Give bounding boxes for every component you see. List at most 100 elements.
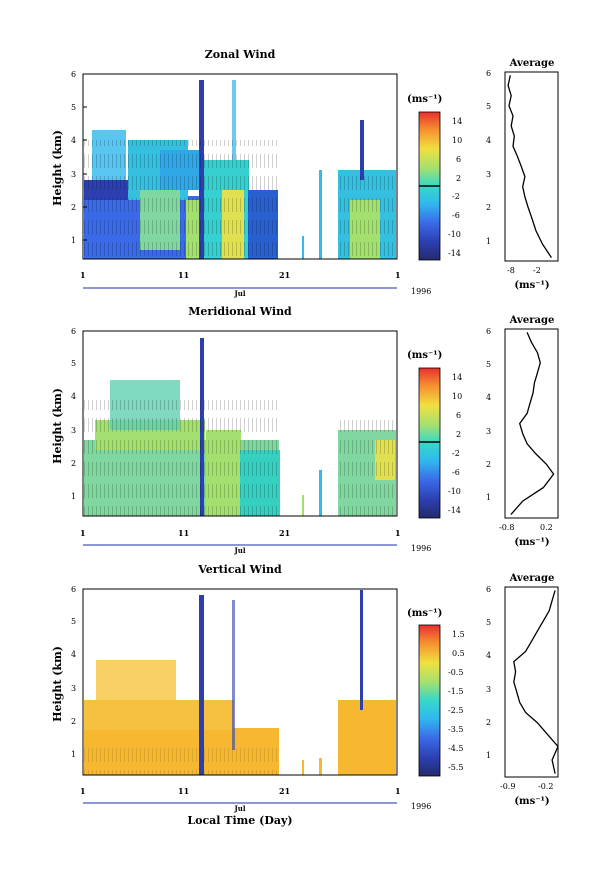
- y-tick-label: 6: [71, 70, 76, 79]
- y-tick-label: 2: [486, 460, 491, 469]
- average-zonal: Average 1 2 3 4 5 6 -8 -2 (ms⁻¹): [486, 58, 559, 291]
- y-tick-label: 4: [71, 650, 76, 659]
- colorbar-tick: 1.5: [452, 630, 465, 639]
- y-tick-label: 5: [486, 102, 491, 111]
- x-tick-label: 21: [279, 786, 290, 796]
- y-tick-label: 6: [486, 327, 491, 336]
- x-tick-label: 1: [80, 270, 86, 280]
- colorbar-tick: 14: [452, 373, 462, 382]
- y-tick-label: 1: [486, 237, 491, 246]
- x-tick-label: -0.2: [538, 782, 553, 791]
- y-tick-label: 2: [71, 459, 76, 468]
- colorbar-tick: -5.5: [448, 763, 463, 772]
- y-tick-label: 3: [486, 427, 491, 436]
- y-tick-label: 1: [71, 236, 76, 245]
- y-tick-label: 2: [71, 717, 76, 726]
- colorbar-meridional: (ms⁻¹) 14 10 6 2 -2 -6 -10 -14: [407, 350, 462, 519]
- average-vertical: Average 1 2 3 4 5 6 -0.9 -0.2 (ms⁻¹): [486, 573, 559, 807]
- x-tick-label: 1: [395, 786, 401, 796]
- heatmap-plot-vertical: [82, 588, 398, 776]
- average-meridional: Average 1 2 3 4 5 6 -0.8 0.2 (ms⁻¹): [486, 315, 559, 548]
- month-label: Jul: [233, 804, 245, 813]
- panel-meridional: Meridional Wind Height (km) 1 2 3 4 5 6: [51, 305, 559, 555]
- colorbar-tick: -10: [448, 487, 461, 496]
- colorbar-tick: 10: [452, 136, 462, 145]
- x-tick-label: 0.2: [540, 523, 553, 532]
- colorbar-tick: -6: [452, 211, 460, 220]
- heatmap-plot-zonal: [82, 73, 398, 260]
- panel-vertical: Vertical Wind Height (km) 1 2 3 4 5 6 1: [51, 563, 559, 827]
- y-tick-label: 2: [486, 203, 491, 212]
- y-tick-label: 5: [486, 360, 491, 369]
- colorbar-tick: -2: [452, 192, 460, 201]
- colorbar-tick: -10: [448, 230, 461, 239]
- colorbar-zonal: (ms⁻¹) 14 10 6 2 -2 -6 -10 -14: [407, 94, 462, 261]
- x-tick-label: 1: [395, 270, 401, 280]
- panel-title: Meridional Wind: [188, 305, 292, 318]
- y-ticks: 1 2 3 4 5 6: [71, 70, 87, 245]
- y-tick-label: 3: [71, 426, 76, 435]
- x-ticks: 1 11 21 1 Jul 1996: [80, 270, 431, 298]
- profile-line: [507, 75, 552, 258]
- average-profile-meridional: [510, 332, 555, 516]
- month-label: Jul: [233, 289, 245, 298]
- colorbar-tick: -2: [452, 449, 460, 458]
- y-tick-label: 5: [71, 103, 76, 112]
- x-ticks: 1 11 21 1 Jul 1996 Local Time (Day): [80, 786, 431, 827]
- y-axis-label: Height (km): [51, 646, 64, 722]
- x-tick-label: -0.8: [499, 523, 514, 532]
- colorbar-tick: 2: [456, 174, 461, 183]
- x-tick-label: 1: [80, 786, 86, 796]
- avg-unit: (ms⁻¹): [514, 280, 549, 291]
- colorbar-unit: (ms⁻¹): [407, 350, 442, 361]
- colorbar-tick: 0.5: [452, 649, 465, 658]
- panel-title: Vertical Wind: [197, 563, 282, 576]
- y-tick-label: 3: [486, 170, 491, 179]
- y-tick-label: 5: [486, 618, 491, 627]
- y-ticks: 1 2 3 4 5 6: [71, 327, 76, 501]
- colorbar-tick: -0.5: [448, 668, 463, 677]
- y-tick-label: 1: [486, 751, 491, 760]
- y-tick-label: 5: [71, 359, 76, 368]
- x-tick-label: 21: [279, 528, 290, 538]
- heatmap-plot-meridional: [82, 330, 398, 517]
- y-tick-label: 2: [486, 718, 491, 727]
- colorbar-unit: (ms⁻¹): [407, 94, 442, 105]
- colorbar-tick: -14: [448, 506, 461, 515]
- avg-title: Average: [509, 58, 555, 69]
- y-tick-label: 6: [71, 327, 76, 336]
- avg-unit: (ms⁻¹): [514, 796, 549, 807]
- colorbar-tick: -3.5: [448, 725, 463, 734]
- x-tick-label: 1: [80, 528, 86, 538]
- y-tick-label: 4: [486, 136, 491, 145]
- x-tick-label: 11: [178, 786, 189, 796]
- panel-zonal: Zonal Wind Height (km) 1: [51, 48, 559, 298]
- average-profile-vertical: [513, 590, 559, 774]
- x-axis-title: Local Time (Day): [187, 814, 292, 827]
- year-label: 1996: [411, 544, 431, 553]
- profile-line: [510, 332, 555, 516]
- colorbar-tick: -6: [452, 468, 460, 477]
- colorbar-tick: -4.5: [448, 744, 463, 753]
- year-label: 1996: [411, 287, 431, 296]
- x-tick-label: 1: [395, 528, 401, 538]
- colorbar-tick: 10: [452, 392, 462, 401]
- y-tick-label: 1: [71, 750, 76, 759]
- y-tick-label: 4: [71, 392, 76, 401]
- x-tick-label: -0.9: [500, 782, 515, 791]
- colorbar-tick: 6: [456, 155, 461, 164]
- y-ticks: 1 2 3 4 5 6: [71, 585, 76, 759]
- colorbar-tick: -14: [448, 249, 461, 258]
- x-tick-label: 11: [178, 270, 189, 280]
- y-axis-label: Height (km): [51, 130, 64, 206]
- x-ticks: 1 11 21 1 Jul 1996: [80, 528, 431, 555]
- y-tick-label: 4: [486, 393, 491, 402]
- y-axis-label: Height (km): [51, 388, 64, 464]
- colorbar-tick: 2: [456, 430, 461, 439]
- colorbar-unit: (ms⁻¹): [407, 608, 442, 619]
- avg-title: Average: [509, 315, 555, 326]
- avg-title: Average: [509, 573, 555, 584]
- y-tick-label: 6: [486, 585, 491, 594]
- panel-title: Zonal Wind: [205, 48, 276, 61]
